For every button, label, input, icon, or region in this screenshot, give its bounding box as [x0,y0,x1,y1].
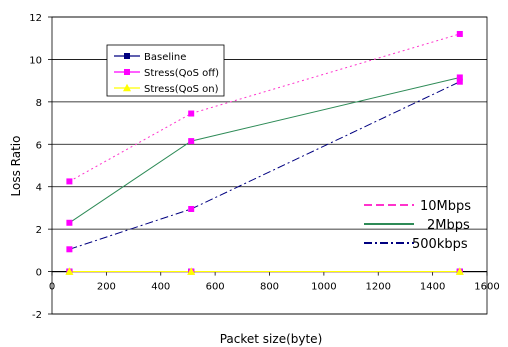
rate-point-2-1 [66,219,73,226]
x-tick-label: 600 [206,282,225,293]
style-legend-label-1: 10Mbps [420,199,471,214]
series-point-3-2 [187,267,196,275]
y-axis-label: Loss Ratio [9,136,23,197]
y-tick-label: 0 [36,268,42,279]
x-tick-label: 1200 [366,282,391,293]
legend-label-2: Stress(QoS off) [144,68,219,79]
rate-point-1-3 [456,30,463,37]
x-tick-label: 800 [260,282,279,293]
x-tick-label: 1600 [474,282,499,293]
y-tick-label: 10 [29,55,42,66]
legend-marker-3 [122,83,132,92]
legend-label-1: Baseline [144,52,186,63]
rate-point-1-1 [66,178,73,185]
y-tick-label: 12 [29,13,42,24]
series-point-3-1 [65,267,74,275]
x-tick-label: 400 [151,282,170,293]
series-markers [65,30,464,275]
rate-line-1 [69,33,460,182]
legend: Baseline Stress(QoS off) Stress(QoS on) [106,44,225,97]
y-tick-label: 4 [36,183,42,194]
x-tick-label: 1000 [311,282,336,293]
legend-marker-1 [124,53,130,59]
style-legend-label-3: 500kbps [412,237,468,252]
rate-point-3-3 [456,78,463,85]
rate-point-2-2 [188,138,195,145]
y-tick-label: 8 [36,98,42,109]
legend-label-3: Stress(QoS on) [144,84,219,95]
style-legend: 10Mbps 2Mbps 500kbps [364,199,471,252]
x-axis-label: Packet size(byte) [220,332,323,346]
x-tick-label: 0 [49,282,55,293]
x-tick-label: 1400 [420,282,445,293]
legend-marker-2 [124,69,130,75]
rate-point-1-2 [188,110,195,117]
x-tick-label: 200 [97,282,116,293]
rate-point-3-2 [188,205,195,212]
style-legend-label-2: 2Mbps [427,218,470,233]
y-tick-label: 2 [36,225,42,236]
y-tick-label: -2 [32,310,42,321]
y-tick-label: 6 [36,140,42,151]
series-point-3-3 [455,267,464,275]
rate-point-3-1 [66,246,73,253]
